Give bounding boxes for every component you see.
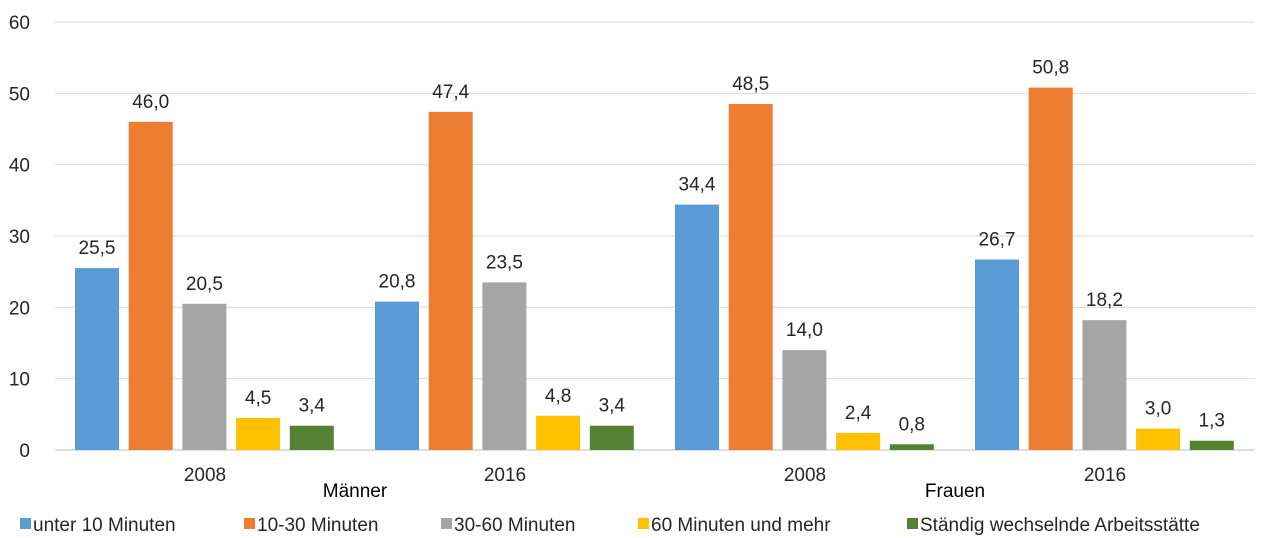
gridlines <box>55 21 1255 451</box>
x-tick-label: 2016 <box>484 465 526 486</box>
group-label: Männer <box>323 481 388 502</box>
bar <box>375 301 419 450</box>
bar <box>75 268 119 450</box>
data-label: 50,8 <box>1032 58 1069 79</box>
data-label: 20,5 <box>186 274 223 295</box>
bar <box>1136 428 1181 450</box>
legend-swatch <box>638 518 649 529</box>
x-tick-label: 2008 <box>184 465 226 486</box>
group-labels: Männer Frauen <box>323 481 985 502</box>
legend-swatch <box>441 518 452 529</box>
bar <box>428 111 473 450</box>
y-tick-label: 40 <box>9 156 30 177</box>
data-label: 46,0 <box>132 92 169 113</box>
bar <box>1028 87 1073 451</box>
bar <box>782 350 827 450</box>
bar <box>182 303 227 450</box>
x-axis-ticks: 2008 2016 2008 2016 <box>184 465 1126 486</box>
legend-label: 30-60 Minuten <box>454 515 575 536</box>
y-tick-label: 0 <box>19 441 30 462</box>
legend-label: Ständig wechselnde Arbeitsstätte <box>920 515 1200 536</box>
legend-label: 10-30 Minuten <box>257 515 378 536</box>
bar <box>589 425 634 450</box>
data-label: 1,3 <box>1199 411 1225 432</box>
bar <box>728 104 773 451</box>
y-tick-label: 50 <box>9 84 30 105</box>
data-label: 0,8 <box>899 414 925 435</box>
group-label: Frauen <box>925 481 985 502</box>
legend-swatch <box>907 518 918 529</box>
data-label: 18,2 <box>1086 290 1123 311</box>
y-tick-label: 10 <box>9 370 30 391</box>
bar <box>975 259 1019 450</box>
data-label: 47,4 <box>432 82 469 103</box>
data-label: 3,4 <box>599 396 626 417</box>
legend-label: unter 10 Minuten <box>33 515 176 536</box>
legend: unter 10 Minuten 10-30 Minuten 30-60 Minut… <box>20 515 1200 536</box>
bar <box>128 121 173 450</box>
legend-label: 60 Minuten und mehr <box>651 515 831 536</box>
y-tick-label: 60 <box>9 13 30 34</box>
data-label: 4,8 <box>545 386 571 407</box>
data-label: 4,5 <box>245 388 271 409</box>
bar <box>675 204 719 450</box>
bar <box>289 425 334 450</box>
data-label: 2,4 <box>845 403 872 424</box>
data-label: 14,0 <box>786 320 823 341</box>
data-label: 34,4 <box>679 175 716 196</box>
bar <box>1189 440 1234 450</box>
bar <box>536 415 581 450</box>
data-label: 48,5 <box>732 74 769 95</box>
y-axis-ticks: 0 10 20 30 40 50 60 <box>9 13 30 462</box>
y-tick-label: 20 <box>9 298 30 319</box>
bar <box>236 417 281 450</box>
x-tick-label: 2008 <box>784 465 826 486</box>
bar <box>889 444 934 450</box>
data-labels: 25,5 46,0 20,5 4,5 3,4 20,8 47,4 23,5 4,8 3,4 34,4… <box>79 58 1226 436</box>
bars <box>75 87 1234 451</box>
data-label: 3,4 <box>299 396 326 417</box>
bar <box>836 432 881 450</box>
data-label: 23,5 <box>486 252 523 273</box>
bar <box>482 282 527 450</box>
data-label: 26,7 <box>979 230 1016 251</box>
data-label: 20,8 <box>379 272 416 293</box>
legend-swatch <box>20 518 31 529</box>
data-label: 3,0 <box>1145 399 1171 420</box>
legend-swatch <box>244 518 255 529</box>
data-label: 25,5 <box>79 238 116 259</box>
x-tick-label: 2016 <box>1084 465 1126 486</box>
y-tick-label: 30 <box>9 227 30 248</box>
bar <box>1082 320 1127 450</box>
